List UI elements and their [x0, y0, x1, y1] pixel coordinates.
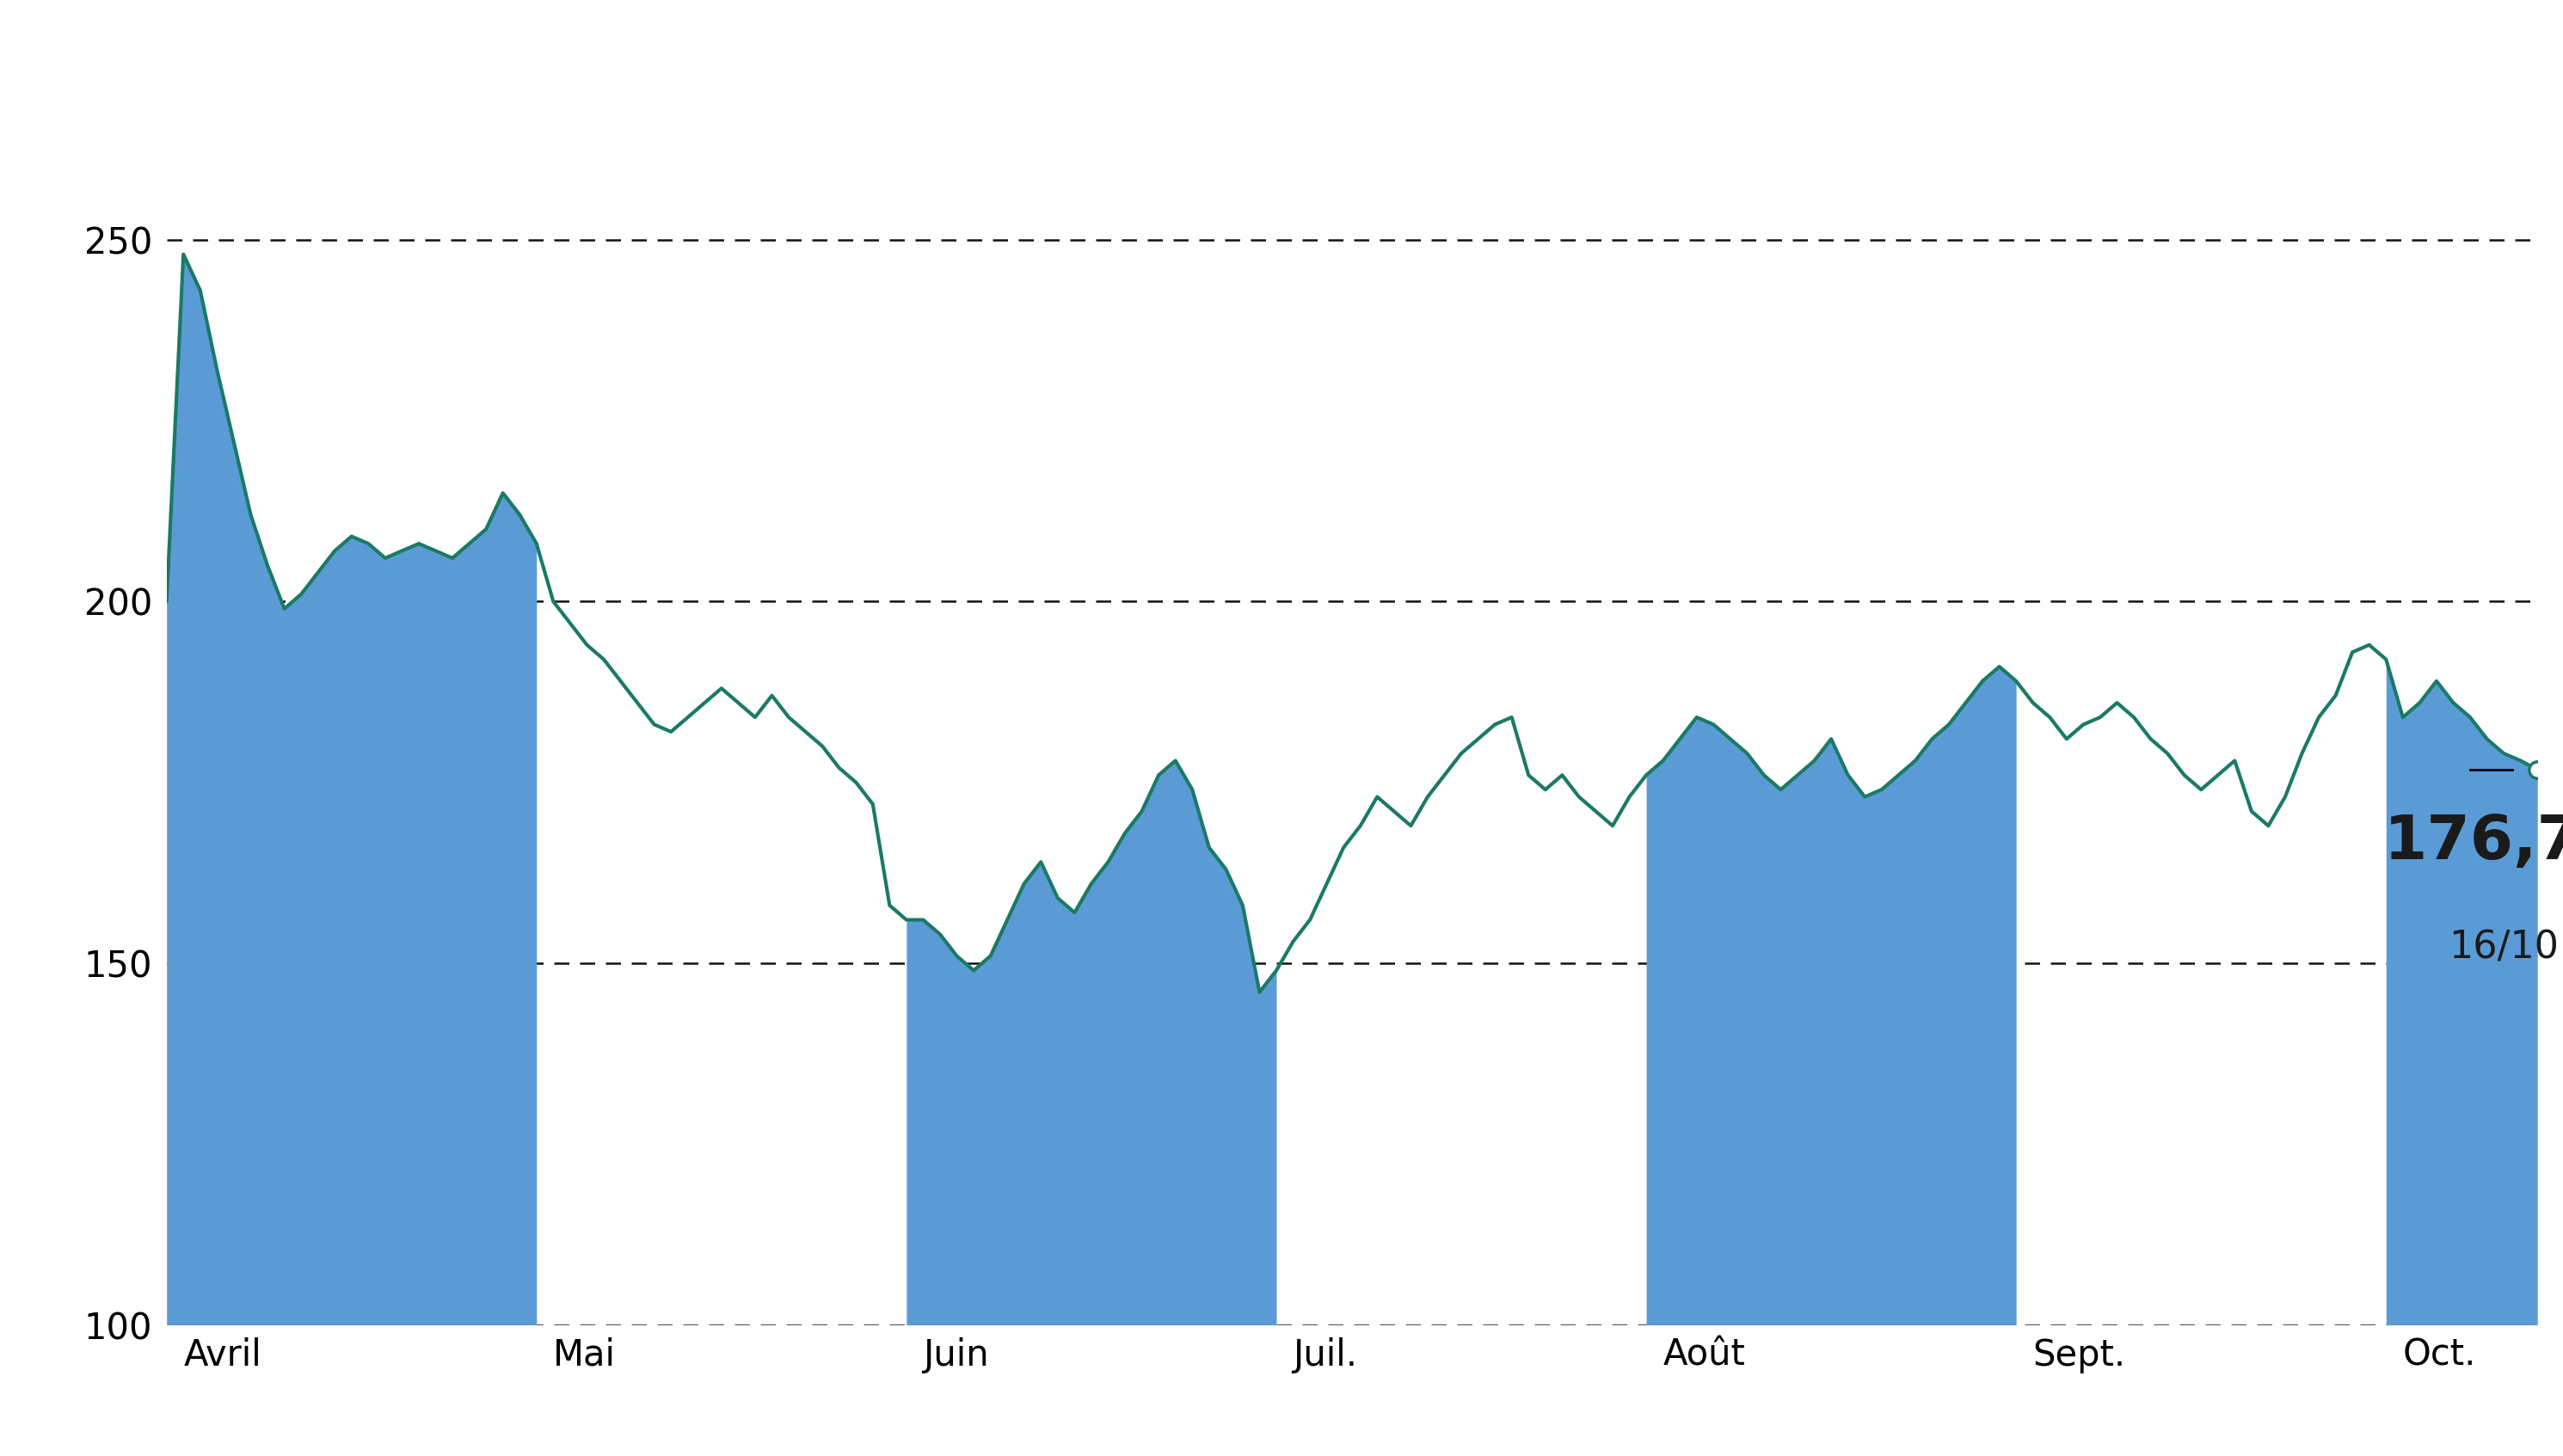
Text: 16/10: 16/10	[2448, 929, 2558, 965]
Text: SARTORIUS STED BIO: SARTORIUS STED BIO	[707, 39, 1856, 132]
Text: 176,75: 176,75	[2384, 812, 2563, 872]
